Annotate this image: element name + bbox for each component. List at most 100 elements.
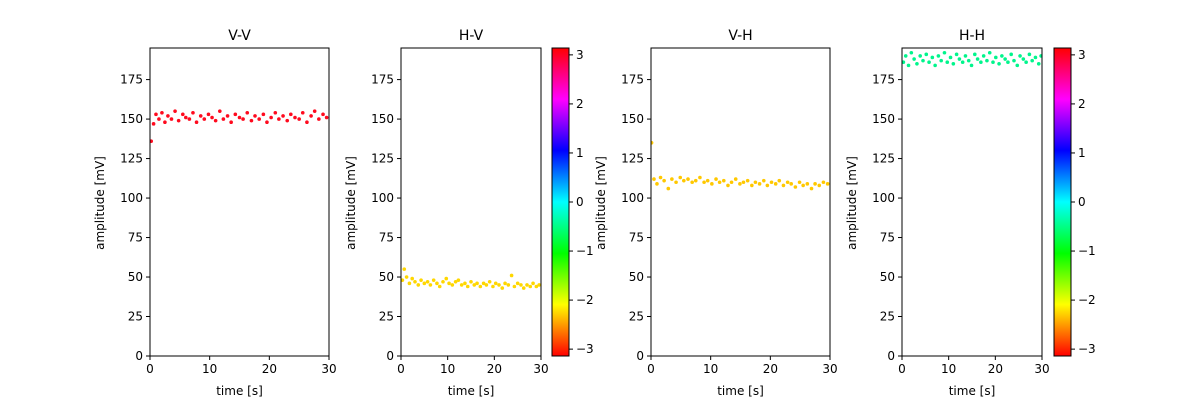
data-point	[435, 281, 439, 286]
y-tick-label: 25	[880, 310, 895, 324]
data-point	[750, 183, 754, 188]
colorbar-ticks: −3 −2 −1 0 1 2 3	[569, 48, 594, 356]
data-point	[469, 279, 473, 284]
data-point	[519, 283, 523, 287]
data-point	[991, 60, 995, 65]
data-point	[324, 115, 329, 120]
axes-frame	[650, 47, 831, 357]
data-point	[515, 281, 520, 286]
data-point	[817, 183, 822, 188]
scatter-points	[150, 109, 329, 143]
data-point	[1033, 55, 1038, 60]
colorbar-ticks: −3 −2 −1 0 1 2 3	[1071, 48, 1096, 356]
data-point	[173, 109, 177, 113]
colorbar-tick-label: 2	[1078, 97, 1086, 111]
data-point	[447, 281, 451, 286]
data-point	[1030, 58, 1034, 63]
data-point	[939, 58, 943, 63]
data-point	[690, 180, 694, 185]
data-point	[221, 117, 226, 121]
data-point	[981, 54, 986, 58]
y-tick-label: 150	[371, 112, 394, 126]
data-point	[463, 281, 467, 286]
data-point	[309, 114, 313, 118]
data-point	[666, 186, 671, 191]
data-point	[921, 58, 925, 63]
data-point	[951, 61, 956, 66]
data-point	[1000, 54, 1004, 58]
y-tick-label: 175	[872, 73, 895, 87]
x-tick-label: 10	[440, 362, 455, 376]
data-point	[481, 281, 486, 286]
data-point	[277, 117, 281, 121]
data-point	[166, 114, 170, 118]
data-point	[497, 283, 501, 287]
y-tick-label: 0	[386, 349, 394, 363]
data-point	[1012, 58, 1016, 63]
data-point	[948, 55, 953, 60]
y-tick-label: 150	[621, 112, 644, 126]
data-point	[741, 180, 746, 185]
data-point	[912, 57, 916, 61]
data-point	[312, 109, 317, 113]
phase-colorbar: −3 −2 −1 0 1 2 3	[551, 47, 594, 357]
axis-ticks: 0 10 20 30 0 25 50 75 100 125 150 175	[621, 73, 838, 376]
data-point	[425, 279, 430, 284]
data-point	[942, 50, 947, 55]
colorbar-tick-label: 0	[576, 195, 584, 209]
data-point	[465, 284, 470, 289]
data-point	[213, 118, 218, 123]
data-point	[169, 117, 174, 121]
y-axis-label: amplitude [mV]	[93, 156, 107, 250]
data-point	[229, 120, 233, 125]
y-tick-label: 75	[379, 231, 394, 245]
y-tick-label: 175	[621, 73, 644, 87]
scatter-points	[651, 140, 830, 191]
data-point	[321, 112, 325, 117]
data-point	[717, 180, 722, 185]
data-point	[906, 63, 911, 68]
colorbar-gradient	[551, 47, 570, 357]
data-point	[157, 117, 161, 121]
data-point	[475, 281, 479, 286]
y-tick-label: 50	[379, 270, 394, 284]
data-point	[1036, 61, 1041, 66]
x-tick-label: 20	[988, 362, 1003, 376]
data-point	[789, 182, 794, 186]
axis-ticks: 0 10 20 30 0 25 50 75 100 125 150 175	[120, 73, 337, 376]
data-point	[297, 117, 301, 121]
y-tick-label: 0	[636, 349, 644, 363]
panel-title: V-V	[228, 28, 251, 44]
data-point	[407, 281, 412, 286]
x-tick-label: 10	[202, 362, 217, 376]
x-tick-label: 10	[703, 362, 718, 376]
data-point	[1009, 52, 1013, 57]
data-point	[257, 117, 261, 121]
axes-frame	[400, 47, 542, 357]
data-point	[969, 63, 974, 68]
data-point	[206, 112, 211, 117]
data-point	[729, 180, 734, 185]
data-point	[936, 54, 941, 58]
data-point	[191, 110, 195, 115]
data-point	[249, 118, 254, 123]
panel-v-h: V-H time [s] amplitude [mV] 0 10 20 30 0 25 50…	[594, 28, 838, 398]
data-point	[985, 58, 989, 63]
data-point	[487, 279, 492, 284]
x-axis-label: time [s]	[717, 384, 764, 398]
data-point	[979, 60, 983, 65]
x-tick-label: 10	[941, 362, 956, 376]
y-tick-label: 150	[120, 112, 143, 126]
data-point	[521, 286, 526, 290]
data-point	[745, 178, 750, 183]
data-point	[805, 182, 810, 186]
data-point	[927, 60, 931, 65]
data-point	[491, 284, 495, 289]
data-point	[686, 177, 690, 181]
data-point	[975, 57, 980, 61]
data-point	[160, 110, 164, 115]
data-point	[821, 180, 826, 185]
data-point	[674, 180, 678, 185]
colorbar-tick-label: −1	[576, 244, 594, 258]
axis-ticks: 0 10 20 30 0 25 50 75 100 125 150 175	[371, 73, 549, 376]
